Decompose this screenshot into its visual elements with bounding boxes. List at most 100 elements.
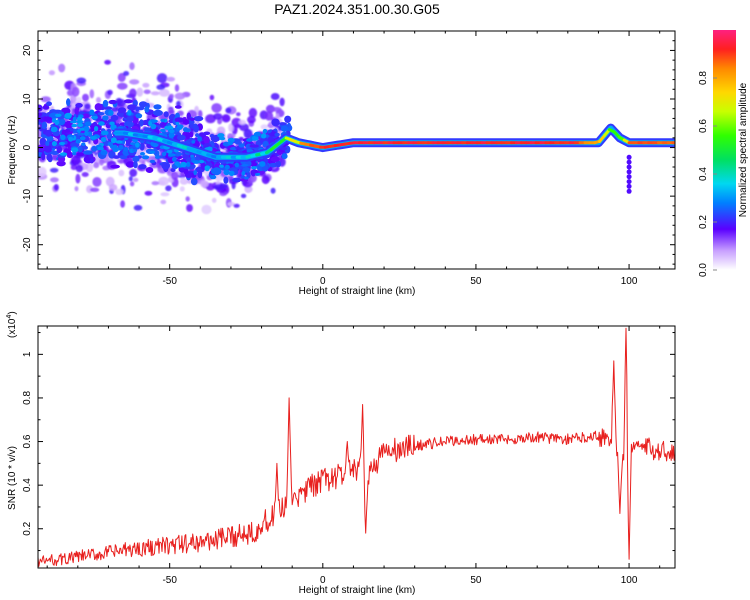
colorbar-tick-label: 0.4 xyxy=(698,167,709,181)
spectrogram-xtick-label: -50 xyxy=(162,276,177,287)
spectrogram-blob xyxy=(138,164,147,170)
spectrogram-blob xyxy=(179,186,185,192)
spectrogram-blob xyxy=(102,99,109,108)
spectrogram-blob xyxy=(77,132,85,136)
spectrogram-blob xyxy=(128,176,133,182)
colorbar-ticks: 0.0 0.2 0.4 0.6 0.8 xyxy=(698,71,717,277)
spectrogram-blob xyxy=(203,131,211,136)
snr-marks xyxy=(38,327,675,567)
spectrogram-blob xyxy=(141,155,150,160)
spectrogram-blob xyxy=(240,193,247,199)
spectrogram-blob xyxy=(74,186,79,192)
spectrogram-blob xyxy=(225,107,232,114)
spectrogram-blob xyxy=(89,89,95,99)
spectrogram-blob xyxy=(223,169,230,176)
spectrogram-blob xyxy=(136,87,144,97)
spectrogram-blob xyxy=(112,144,118,151)
spectrogram-blob xyxy=(66,98,71,107)
spectrogram-blob xyxy=(60,134,66,141)
spectrogram-blob xyxy=(166,76,176,82)
spectrogram-blob xyxy=(74,107,79,115)
spectrogram-blob xyxy=(133,160,138,169)
spectrogram-blob xyxy=(70,155,81,166)
spectrogram-blob xyxy=(153,109,163,116)
spectrogram-blob xyxy=(244,185,253,193)
spectrogram-blob xyxy=(76,152,85,157)
spectrogram-blob xyxy=(40,96,51,103)
spectrogram-blob xyxy=(63,129,71,133)
spectrogram-blob xyxy=(236,112,241,117)
spectrogram-blob xyxy=(175,121,180,126)
figure-title: PAZ1.2024.351.00.30.G05 xyxy=(274,1,440,17)
spectrogram-blob xyxy=(107,141,114,147)
snr-background xyxy=(38,326,675,568)
spectrogram-blob xyxy=(58,63,66,73)
spectrogram-blob xyxy=(89,109,95,116)
spectrogram-blob xyxy=(279,146,288,151)
spectrogram-blob xyxy=(72,116,77,122)
spectrogram-blob xyxy=(234,140,242,145)
spectrogram-blob xyxy=(77,145,83,153)
spectrogram-blob xyxy=(76,96,82,104)
spectrogram-blob xyxy=(110,106,119,113)
snr-ytick-label: 0.8 xyxy=(22,391,33,405)
spectrogram-ylabel: Frequency (Hz) xyxy=(7,116,18,185)
spectrogram-blob xyxy=(46,101,52,106)
spectrogram-blob xyxy=(135,106,140,112)
spectrogram-blob xyxy=(84,121,92,127)
spectrogram-blob xyxy=(135,142,140,148)
spectrogram-blob xyxy=(280,125,289,132)
spectrogram-blob xyxy=(161,151,167,157)
spectrogram-blob xyxy=(100,150,108,156)
spectrogram-blob xyxy=(254,173,259,176)
spectrogram-blob xyxy=(158,176,170,186)
spectrogram-blob xyxy=(75,173,81,184)
spectrogram-blob xyxy=(209,175,217,180)
spectrogram-blob xyxy=(130,142,136,146)
spectrogram-blob xyxy=(227,140,234,146)
spectrogram-blob xyxy=(260,124,268,130)
spectrogram-blob xyxy=(150,119,158,123)
spectrogram-blob xyxy=(271,118,280,127)
spectrogram-ytick-label: -20 xyxy=(22,237,33,252)
spectrogram-blob xyxy=(160,192,170,197)
spectrogram-blob xyxy=(123,71,130,76)
spectrogram-blob xyxy=(118,169,125,177)
spectrogram-blob xyxy=(142,82,150,88)
spectrogram-ytick-label: 20 xyxy=(22,44,33,56)
spectrogram-blob xyxy=(171,156,177,162)
spectrogram-blob xyxy=(156,84,166,90)
spectrogram-blob xyxy=(174,84,180,92)
spectrogram-blob xyxy=(185,131,191,140)
spectrogram-blob xyxy=(39,137,47,146)
spectrogram-blob xyxy=(174,92,186,100)
spectrogram-blob xyxy=(160,128,166,133)
spectrogram-blob xyxy=(89,157,94,164)
spectrogram-blob xyxy=(241,163,249,167)
spectrogram-blob xyxy=(180,177,186,183)
spectrogram-blob xyxy=(93,162,100,169)
spectrogram-blob xyxy=(184,128,191,133)
spectrogram-xtick-label: 50 xyxy=(470,276,482,287)
spectrogram-blob xyxy=(143,89,151,95)
spectrogram-blob xyxy=(126,115,134,122)
spectrogram-blob xyxy=(261,175,270,185)
spectrogram-blob xyxy=(251,135,259,141)
spectrogram-blob xyxy=(55,113,62,118)
spectrogram-blob xyxy=(228,133,236,138)
spectrogram-blob xyxy=(83,150,93,155)
colorbar-gradient xyxy=(713,30,736,270)
spectrogram-blob xyxy=(246,171,251,179)
spectrogram-blob xyxy=(144,106,150,113)
spectrogram-blob xyxy=(161,162,171,170)
spectrogram-blob xyxy=(142,119,151,126)
spectrogram-blob xyxy=(215,175,224,182)
spectrogram-blob xyxy=(151,181,160,186)
colorbar-tick-label: 0.6 xyxy=(698,119,709,133)
spectrogram-blob xyxy=(193,125,199,133)
spectrogram-blob xyxy=(84,103,91,110)
spectrogram-blob xyxy=(150,141,154,147)
spectrogram-blob xyxy=(274,132,280,137)
spectrogram-blob xyxy=(253,131,262,137)
